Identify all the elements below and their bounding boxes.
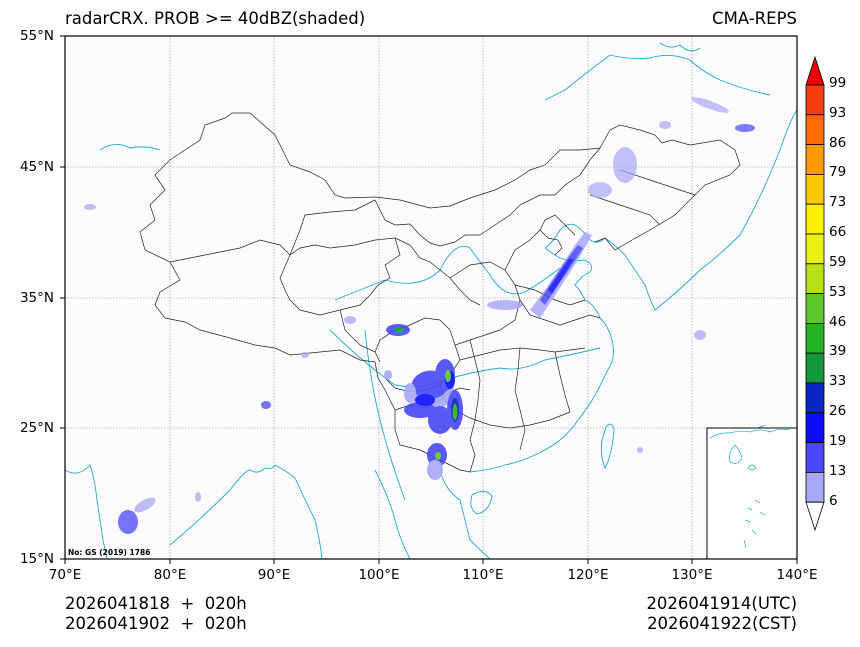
valid-time-cst: 2026041922(CST)	[647, 614, 797, 633]
colorbar-label: 86	[829, 135, 847, 151]
probability-shading	[84, 97, 755, 534]
y-tick-35N: 35°N	[19, 290, 54, 306]
x-tick-130E: 130°E	[671, 567, 713, 583]
colorbar-label: 53	[829, 284, 847, 300]
colorbar-label: 99	[829, 75, 847, 91]
x-tick-120E: 120°E	[567, 567, 609, 583]
colorbar-label: 33	[829, 373, 847, 389]
colorbar-label: 13	[829, 463, 847, 479]
map-background	[65, 36, 797, 559]
x-tick-70E: 70°E	[48, 567, 82, 583]
inset-map	[706, 427, 798, 560]
init-time-cst: 2026041902 + 020h	[65, 614, 247, 633]
country-boundaries	[139, 112, 741, 473]
x-tick-90E: 90°E	[257, 567, 291, 583]
colorbar-label: 93	[829, 105, 847, 121]
x-tick-110E: 110°E	[462, 567, 504, 583]
axis-ticks	[60, 35, 798, 564]
y-tick-55N: 55°N	[19, 28, 54, 44]
colorbar-label: 46	[829, 314, 847, 330]
y-tick-45N: 45°N	[19, 159, 54, 175]
colorbar-label: 19	[829, 433, 847, 449]
map-credit: No: GS (2019) 1786	[68, 548, 151, 557]
valid-time-utc: 2026041914(UTC)	[646, 594, 797, 613]
colorbar-label: 66	[829, 224, 847, 240]
x-tick-80E: 80°E	[153, 567, 187, 583]
colorbar-label: 6	[829, 493, 838, 509]
model-name: CMA-REPS	[712, 9, 797, 28]
y-tick-15N: 15°N	[19, 551, 54, 567]
init-time-utc: 2026041818 + 020h	[65, 594, 247, 613]
coastlines	[64, 42, 798, 560]
colorbar	[805, 55, 825, 532]
colorbar-label: 79	[829, 164, 847, 180]
colorbar-label: 39	[829, 343, 847, 359]
colorbar-label: 73	[829, 194, 847, 210]
inset-coastlines	[709, 428, 791, 549]
x-tick-140E: 140°E	[776, 567, 818, 583]
chart-title: radarCRX. PROB >= 40dBZ(shaded)	[65, 9, 366, 28]
colorbar-label: 59	[829, 254, 847, 270]
y-tick-25N: 25°N	[19, 420, 54, 436]
colorbar-label: 26	[829, 403, 847, 419]
x-tick-100E: 100°E	[358, 567, 400, 583]
